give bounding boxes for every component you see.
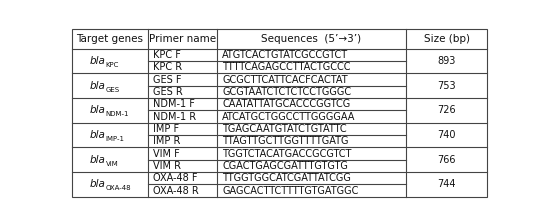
Text: bla: bla — [90, 106, 106, 115]
Text: VIM F: VIM F — [154, 149, 180, 159]
Text: OXA-48 F: OXA-48 F — [154, 173, 198, 183]
Text: TGAGCAATGTATCTGTATTC: TGAGCAATGTATCTGTATTC — [222, 124, 347, 134]
Text: GCGCTTCATTCACFCACTAT: GCGCTTCATTCACFCACTAT — [222, 75, 348, 84]
Text: GES F: GES F — [154, 75, 182, 84]
Text: Size (bp): Size (bp) — [423, 34, 470, 44]
Text: NDM-1: NDM-1 — [106, 111, 129, 117]
Text: IMP-1: IMP-1 — [106, 136, 125, 142]
Text: OXA-48: OXA-48 — [106, 185, 131, 191]
Text: KPC R: KPC R — [154, 62, 183, 72]
Text: TTGGTGGCATCGATTATCGG: TTGGTGGCATCGATTATCGG — [222, 173, 351, 183]
Text: CGACTGAGCGATTTGTGTG: CGACTGAGCGATTTGTGTG — [222, 161, 348, 171]
Text: 893: 893 — [438, 56, 456, 66]
Text: TTTTCAGAGCCTTACTGCCC: TTTTCAGAGCCTTACTGCCC — [222, 62, 350, 72]
Text: ATCATGCTGGCCTTGGGGAA: ATCATGCTGGCCTTGGGGAA — [222, 112, 355, 122]
Text: 753: 753 — [437, 81, 456, 91]
Text: ATGTCACTGTATCGCCGTCT: ATGTCACTGTATCGCCGTCT — [222, 50, 348, 60]
Text: 744: 744 — [437, 179, 456, 190]
Text: bla: bla — [90, 81, 106, 91]
Text: GAGCACTTCTTTTGTGATGGC: GAGCACTTCTTTTGTGATGGC — [222, 186, 359, 196]
Text: NDM-1 F: NDM-1 F — [154, 99, 195, 109]
Text: Target genes: Target genes — [76, 34, 143, 44]
Text: TGGTCTACATGACCGCGTCT: TGGTCTACATGACCGCGTCT — [222, 149, 352, 159]
Text: CAATATTATGCACCCGGTCG: CAATATTATGCACCCGGTCG — [222, 99, 350, 109]
Text: GES: GES — [106, 86, 120, 93]
Text: GES R: GES R — [154, 87, 183, 97]
Text: bla: bla — [90, 179, 106, 190]
Text: bla: bla — [90, 155, 106, 165]
Text: IMP F: IMP F — [154, 124, 180, 134]
Text: bla: bla — [90, 130, 106, 140]
Text: VIM R: VIM R — [154, 161, 181, 171]
Text: TTAGTTGCTTGGTTTTGATG: TTAGTTGCTTGGTTTTGATG — [222, 136, 349, 146]
Text: 766: 766 — [437, 155, 456, 165]
Text: KPC F: KPC F — [154, 50, 181, 60]
Text: KPC: KPC — [106, 62, 119, 68]
Text: OXA-48 R: OXA-48 R — [154, 186, 199, 196]
Text: GCGTAATCTCTCTCCTGGGC: GCGTAATCTCTCTCCTGGGC — [222, 87, 351, 97]
Text: Sequences  (5’→3’): Sequences (5’→3’) — [262, 34, 361, 44]
Text: IMP R: IMP R — [154, 136, 181, 146]
Text: NDM-1 R: NDM-1 R — [154, 112, 197, 122]
Text: bla: bla — [90, 56, 106, 66]
Text: Primer name: Primer name — [149, 34, 216, 44]
Text: 726: 726 — [437, 106, 456, 115]
Text: 740: 740 — [437, 130, 456, 140]
Text: VIM: VIM — [106, 161, 118, 167]
